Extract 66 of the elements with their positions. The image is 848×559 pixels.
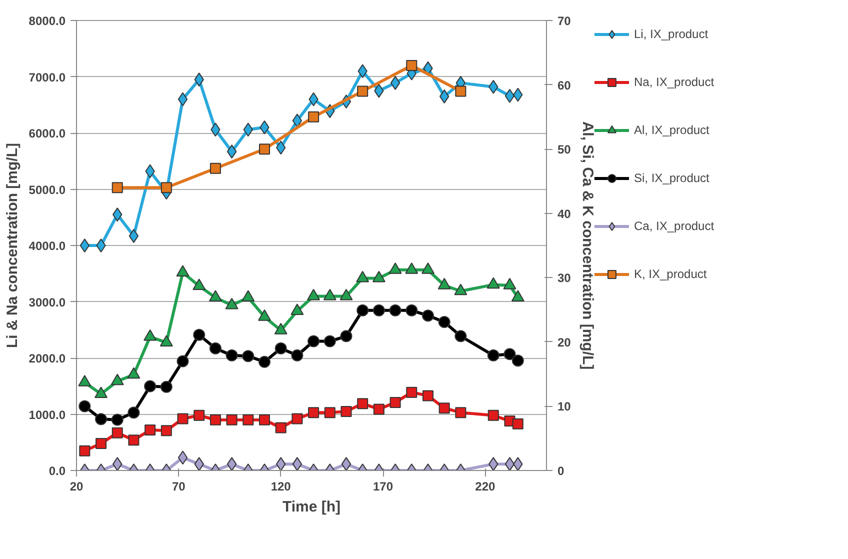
point (275, 422, 286, 434)
point (390, 76, 400, 90)
point (226, 144, 237, 159)
point (504, 88, 515, 103)
y2-tick-label: 60 (558, 78, 572, 92)
point (406, 386, 418, 398)
point (340, 406, 352, 417)
point (308, 407, 320, 418)
y2-tick-label: 30 (558, 271, 572, 286)
point (112, 427, 123, 438)
point (438, 402, 450, 414)
point (373, 404, 384, 415)
point (96, 438, 107, 449)
point (80, 238, 90, 252)
legend-label: Al, IX_product (634, 123, 710, 137)
point (292, 114, 302, 128)
point (488, 410, 499, 421)
point (144, 424, 156, 436)
x-tick-label: 120 (270, 480, 292, 494)
y-tick-label: 5000.0 (28, 182, 66, 197)
point (512, 418, 524, 430)
point (390, 396, 401, 408)
legend-label: Li, IX_product (634, 27, 708, 41)
y2-tick-label: 50 (558, 142, 572, 157)
y2-tick-label: 40 (558, 206, 572, 221)
point (226, 414, 238, 426)
y-tick-label: 2000.0 (28, 352, 66, 366)
y-tick-label: 1000.0 (28, 408, 66, 422)
point (324, 407, 336, 418)
point (357, 398, 368, 410)
point (96, 238, 106, 252)
point (128, 434, 140, 446)
y2-tick-label: 10 (558, 400, 572, 414)
point (178, 92, 188, 106)
y2-axis-title: Al, Si, Ca & K concentration [mg/L] (578, 121, 596, 370)
point (128, 228, 139, 243)
point (177, 413, 188, 424)
point (79, 445, 90, 456)
x-tick-label: 220 (475, 480, 496, 494)
y-tick-label: 6000.0 (28, 126, 66, 140)
point (194, 410, 205, 421)
y-tick-label: 0.0 (48, 464, 66, 478)
legend-label: Si, IX_product (634, 171, 710, 185)
point (455, 407, 466, 418)
point (242, 414, 254, 426)
point (422, 390, 434, 402)
x-axis-title: Time [h] (282, 498, 341, 516)
legend-label: Ca, IX_product (634, 219, 714, 233)
y2-tick-label: 0 (558, 464, 564, 478)
point (439, 89, 450, 104)
y-tick-label: 8000.0 (28, 14, 66, 28)
y-tick-label: 3000.0 (28, 295, 66, 310)
y-tick-label: 4000.0 (28, 239, 66, 253)
y2-tick-label: 70 (558, 14, 572, 28)
point (160, 425, 172, 436)
y-tick-label: 7000.0 (28, 70, 66, 84)
point (259, 414, 270, 426)
x-tick-label: 170 (373, 480, 394, 494)
y2-tick-label: 20 (558, 335, 572, 350)
x-tick-label: 20 (70, 480, 84, 494)
x-tick-label: 70 (172, 480, 186, 494)
legend-label: Na, IX_product (634, 75, 714, 89)
point (292, 413, 303, 424)
y-axis-title: Li & Na concentration [mg/L] (4, 142, 21, 348)
legend-label: K, IX_product (634, 267, 707, 281)
point (210, 414, 221, 426)
